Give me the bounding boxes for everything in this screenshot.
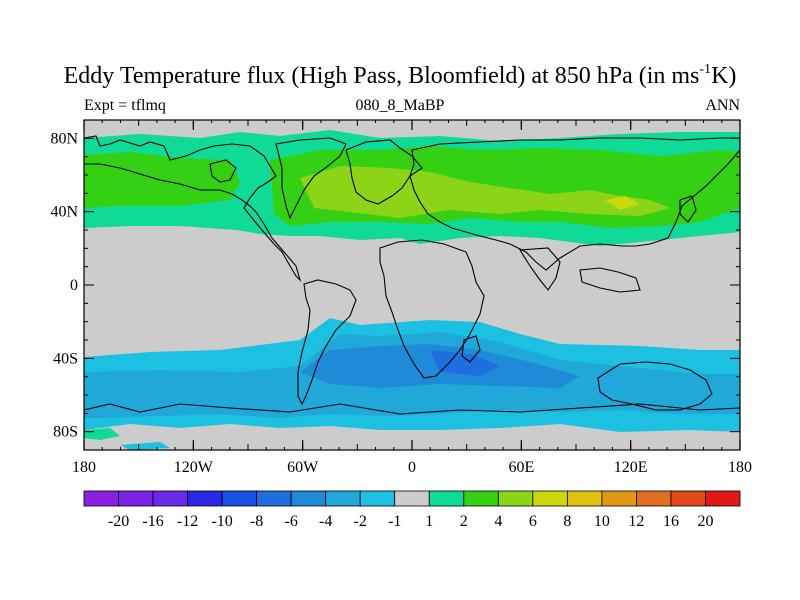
coastline-hudson: [209, 159, 237, 183]
colorbar-label: 2: [460, 513, 468, 530]
coastline-madagascar: [461, 335, 481, 363]
colorbar-box: [118, 490, 154, 507]
y-tick-label: 40N: [50, 204, 78, 221]
coastline-asia: [409, 137, 740, 271]
colorbar-label: 16: [663, 513, 679, 530]
colorbar-box: [152, 490, 188, 507]
coastline-north-america: [84, 135, 302, 282]
colorbar-label: -1: [388, 513, 401, 530]
coastline-africa: [379, 239, 485, 379]
land-outlines: [84, 135, 740, 450]
colorbar: -20 -16 -12 -10 -8 -6 -4 -2 -1 1 2 4 6 8 10 12 16 20: [83, 490, 741, 530]
coastline-india: [519, 247, 561, 291]
colorbar-label: 20: [697, 513, 713, 530]
colorbar-label: 12: [628, 513, 644, 530]
colorbar-label: 8: [563, 513, 571, 530]
x-tick-label: 60W: [287, 459, 319, 476]
x-tick-label: 180: [72, 459, 96, 476]
colorbar-box: [532, 490, 568, 507]
x-tick-label: 120E: [614, 459, 648, 476]
longitude-axis: 180 120W 60W 0 60E 120E 180: [72, 120, 752, 476]
x-tick-label: 120W: [174, 459, 214, 476]
y-tick-label: 80S: [53, 424, 78, 441]
flux-band-north-strong: [300, 166, 670, 218]
experiment-label: Expt = tflmq: [84, 97, 166, 114]
colorbar-label: -4: [319, 513, 332, 530]
coastline-europe: [345, 139, 423, 205]
flux-band-south-max: [430, 350, 500, 376]
colorbar-box: [394, 490, 430, 507]
y-tick-label: 40S: [53, 350, 78, 367]
coastline-greenland: [275, 137, 347, 220]
colorbar-box: [428, 490, 465, 507]
colorbar-label: 10: [594, 513, 610, 530]
colorbar-label: -10: [211, 513, 232, 530]
colorbar-box: [83, 490, 119, 507]
y-tick-label: 0: [70, 277, 78, 294]
flux-field: [84, 130, 740, 450]
colorbar-label: 4: [494, 513, 502, 530]
colorbar-box: [290, 490, 327, 507]
colorbar-box: [601, 490, 637, 507]
flux-patch-antarctic: [120, 442, 170, 450]
coastline-japan: [679, 195, 697, 223]
case-label: 080_8_MaBP: [355, 97, 445, 114]
coastline-antarctica: [84, 403, 740, 450]
colorbar-box: [497, 490, 534, 507]
x-tick-label: 60E: [508, 459, 534, 476]
colorbar-box: [187, 490, 223, 507]
colorbar-label: 6: [529, 513, 537, 530]
colorbar-box: [636, 490, 672, 507]
latitude-axis: 80N 40N 0 40S 80S: [50, 119, 740, 451]
colorbar-label: -16: [142, 513, 163, 530]
colorbar-label: -2: [354, 513, 367, 530]
colorbar-label: -20: [108, 513, 129, 530]
coastline-south-america: [297, 279, 357, 406]
colorbar-box: [670, 490, 706, 507]
y-tick-label: 80N: [50, 130, 78, 147]
colorbar-box: [325, 490, 361, 507]
season-label: ANN: [705, 97, 740, 114]
plot-title: Eddy Temperature flux (High Pass, Bloomf…: [63, 62, 737, 90]
x-tick-label: 180: [728, 459, 752, 476]
flux-patch-antarctic: [84, 428, 120, 440]
colorbar-label: -12: [177, 513, 198, 530]
colorbar-box: [359, 490, 396, 507]
coastline-indonesia: [579, 267, 641, 293]
flux-band-north-max: [605, 196, 640, 210]
colorbar-label: 1: [425, 513, 433, 530]
colorbar-box: [463, 490, 499, 507]
colorbar-box: [221, 490, 258, 507]
x-tick-label: 0: [408, 459, 416, 476]
colorbar-box: [256, 490, 292, 507]
coastline-australia: [597, 361, 713, 411]
colorbar-box: [705, 490, 741, 507]
colorbar-label: -8: [250, 513, 263, 530]
colorbar-box: [566, 490, 603, 507]
colorbar-label: -6: [284, 513, 297, 530]
